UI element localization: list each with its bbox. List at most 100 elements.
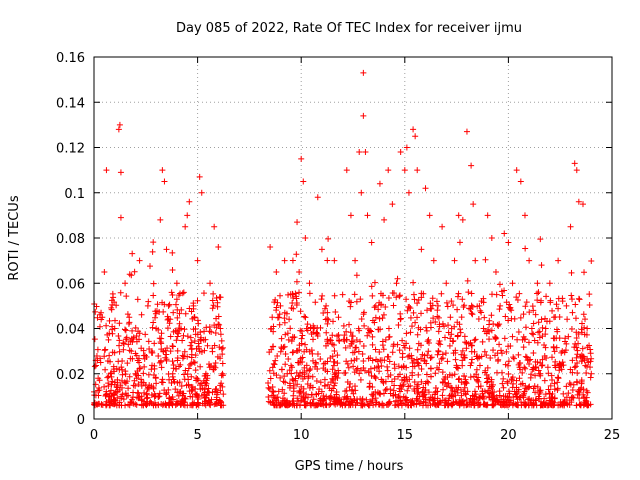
data-point-baseline xyxy=(153,380,160,387)
data-point-baseline xyxy=(201,395,208,402)
data-point-baseline xyxy=(475,399,482,406)
data-point-baseline xyxy=(209,305,216,312)
data-point-baseline xyxy=(421,358,428,365)
data-point-baseline xyxy=(192,390,199,397)
data-point xyxy=(126,314,133,321)
data-point-baseline xyxy=(219,360,226,367)
data-point-baseline xyxy=(549,307,556,314)
data-point-baseline xyxy=(334,360,341,367)
data-point-baseline xyxy=(201,347,208,354)
data-point-baseline xyxy=(472,336,479,343)
data-point-baseline xyxy=(209,389,216,396)
data-point-baseline xyxy=(130,382,137,389)
data-point-baseline xyxy=(464,401,471,408)
data-point-baseline xyxy=(480,295,487,302)
data-point-baseline xyxy=(172,386,179,393)
data-point-baseline xyxy=(547,297,554,304)
data-point-baseline xyxy=(351,349,358,356)
data-point xyxy=(530,307,537,314)
data-point-baseline xyxy=(499,292,506,299)
data-point-baseline xyxy=(108,297,115,304)
data-point-baseline xyxy=(303,362,310,369)
data-point xyxy=(136,257,143,264)
data-point-baseline xyxy=(418,294,425,301)
data-point-baseline xyxy=(565,333,572,340)
data-point-baseline xyxy=(108,304,115,311)
data-point-baseline xyxy=(126,373,133,380)
data-point-baseline xyxy=(479,388,486,395)
data-point-baseline xyxy=(522,365,529,372)
data-point-baseline xyxy=(464,277,471,284)
data-point-baseline xyxy=(202,382,209,389)
data-point xyxy=(327,336,334,343)
data-point-baseline xyxy=(558,362,565,369)
data-point-baseline xyxy=(161,301,168,308)
data-point xyxy=(451,257,458,264)
data-point-baseline xyxy=(476,354,483,361)
data-point-baseline xyxy=(375,306,382,313)
data-point-baseline xyxy=(106,352,113,359)
data-point xyxy=(368,239,375,246)
data-point-baseline xyxy=(449,338,456,345)
data-point-baseline xyxy=(155,352,162,359)
data-point-baseline xyxy=(301,313,308,320)
data-point-baseline xyxy=(111,401,118,408)
data-point-baseline xyxy=(427,305,434,312)
data-point-baseline xyxy=(187,342,194,349)
data-point-baseline xyxy=(317,395,324,402)
data-point-baseline xyxy=(162,354,169,361)
data-point-baseline xyxy=(413,356,420,363)
data-point-baseline xyxy=(135,336,142,343)
data-point-baseline xyxy=(513,401,520,408)
data-point-baseline xyxy=(313,391,320,398)
data-point-baseline xyxy=(181,348,188,355)
data-point-baseline xyxy=(306,290,313,297)
data-point-baseline xyxy=(106,393,113,400)
data-point-baseline xyxy=(367,365,374,372)
data-point-baseline xyxy=(304,321,311,328)
data-point-baseline xyxy=(145,371,152,378)
data-point-baseline xyxy=(567,381,574,388)
data-point-baseline xyxy=(265,384,272,391)
data-point-baseline xyxy=(312,363,319,370)
data-point-baseline xyxy=(342,344,349,351)
data-point-baseline xyxy=(348,387,355,394)
data-point xyxy=(101,268,108,275)
data-point-baseline xyxy=(399,383,406,390)
data-point-baseline xyxy=(542,315,549,322)
data-point-baseline xyxy=(490,320,497,327)
data-point-baseline xyxy=(551,386,558,393)
data-point-baseline xyxy=(270,360,277,367)
data-point-baseline xyxy=(130,335,137,342)
data-point-baseline xyxy=(175,399,182,406)
data-point-baseline xyxy=(406,345,413,352)
data-point-baseline xyxy=(177,361,184,368)
data-point-baseline xyxy=(210,366,217,373)
data-point xyxy=(314,194,321,201)
data-point xyxy=(526,257,533,264)
data-point-baseline xyxy=(281,390,288,397)
data-point-baseline xyxy=(432,370,439,377)
data-point-baseline xyxy=(407,305,414,312)
data-point-baseline xyxy=(455,290,462,297)
data-point-baseline xyxy=(303,325,310,332)
data-point-baseline xyxy=(528,325,535,332)
data-point-baseline xyxy=(569,369,576,376)
data-point-baseline xyxy=(376,315,383,322)
data-point xyxy=(352,257,359,264)
data-point-baseline xyxy=(425,348,432,355)
data-point-baseline xyxy=(303,391,310,398)
data-point-baseline xyxy=(168,400,175,407)
data-point-baseline xyxy=(347,329,354,336)
data-point-baseline xyxy=(391,382,398,389)
data-point-baseline xyxy=(394,341,401,348)
data-point-baseline xyxy=(553,301,560,308)
data-point-baseline xyxy=(468,348,475,355)
data-point-baseline xyxy=(364,332,371,339)
data-point xyxy=(289,291,296,298)
data-point-baseline xyxy=(371,279,378,286)
data-point-baseline xyxy=(348,357,355,364)
data-point-baseline xyxy=(280,378,287,385)
data-point-baseline xyxy=(579,345,586,352)
data-point-baseline xyxy=(312,299,319,306)
